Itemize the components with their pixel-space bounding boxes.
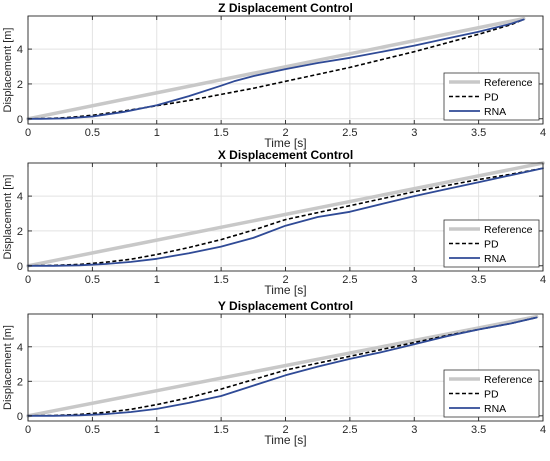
series-line-rna bbox=[27, 18, 525, 120]
x-tick-label: 2 bbox=[282, 127, 288, 139]
x-tick-label: 3.5 bbox=[471, 424, 486, 436]
x-tick-label: 4 bbox=[540, 424, 546, 436]
x-tick-label: 2.5 bbox=[342, 127, 357, 139]
x-tick-label: 4 bbox=[540, 274, 546, 286]
y-tick-label: 4 bbox=[17, 44, 23, 56]
x-tick-label: 1.5 bbox=[213, 424, 228, 436]
legend-label-rna: RNA bbox=[484, 403, 506, 415]
x-tick-label: 0.5 bbox=[85, 274, 100, 286]
x-tick-label: 1 bbox=[154, 127, 160, 139]
chart-panel: 0 0.5 1 1.5 2 2.5 3 3.5 4 0 2 4 Y Displacement Contr… bbox=[2, 299, 546, 447]
y-axis-label: Displacement [m] bbox=[2, 28, 14, 113]
series-line-rna bbox=[27, 316, 538, 417]
x-axis-label: Time [s] bbox=[264, 433, 306, 447]
y-axis-label: Displacement [m] bbox=[2, 325, 14, 410]
x-tick-label: 1.5 bbox=[213, 127, 228, 139]
x-tick-label: 3 bbox=[411, 127, 417, 139]
series-line-pd bbox=[27, 167, 544, 267]
x-tick-label: 2 bbox=[282, 274, 288, 286]
legend-label-rna: RNA bbox=[484, 253, 506, 265]
legend-label-reference: Reference bbox=[484, 224, 533, 236]
legend-label-reference: Reference bbox=[484, 374, 533, 386]
y-tick-label: 0 bbox=[17, 411, 23, 423]
chart-panel: 0 0.5 1 1.5 2 2.5 3 3.5 4 0 2 4 X Displacement Contr… bbox=[2, 148, 546, 297]
series-line-rna bbox=[27, 167, 544, 267]
x-tick-label: 3.5 bbox=[471, 274, 486, 286]
x-tick-label: 0 bbox=[25, 127, 31, 139]
y-tick-label: 2 bbox=[17, 376, 23, 388]
y-tick-label: 4 bbox=[17, 342, 23, 354]
legend: Reference PD RNA bbox=[443, 72, 540, 121]
chart-title: Z Displacement Control bbox=[218, 1, 353, 15]
chart-panel: 0 0.5 1 1.5 2 2.5 3 3.5 4 0 2 4 Z Displacement Contr… bbox=[2, 1, 546, 150]
x-tick-label: 0 bbox=[25, 424, 31, 436]
x-tick-label: 1 bbox=[154, 424, 160, 436]
x-tick-label: 3 bbox=[411, 424, 417, 436]
x-tick-label: 2.5 bbox=[342, 274, 357, 286]
x-axis-label: Time [s] bbox=[264, 283, 306, 297]
series-line-reference bbox=[26, 16, 526, 121]
legend-label-pd: PD bbox=[484, 239, 499, 251]
legend-label-pd: PD bbox=[484, 389, 499, 401]
series-line-reference bbox=[26, 161, 545, 268]
x-tick-label: 0.5 bbox=[85, 424, 100, 436]
chart-title: X Displacement Control bbox=[218, 148, 353, 162]
legend-label-reference: Reference bbox=[484, 77, 533, 89]
x-tick-label: 4 bbox=[540, 127, 546, 139]
x-tick-label: 1.5 bbox=[213, 274, 228, 286]
legend-label-rna: RNA bbox=[484, 106, 506, 118]
x-tick-label: 2.5 bbox=[342, 424, 357, 436]
x-tick-label: 3.5 bbox=[471, 127, 486, 139]
chart-title: Y Displacement Control bbox=[218, 299, 353, 313]
x-tick-label: 2 bbox=[282, 424, 288, 436]
x-tick-label: 3 bbox=[411, 274, 417, 286]
y-tick-label: 2 bbox=[17, 79, 23, 91]
x-tick-label: 1 bbox=[154, 274, 160, 286]
series-line-pd bbox=[27, 18, 524, 120]
x-tick-label: 0.5 bbox=[85, 127, 100, 139]
x-tick-label: 0 bbox=[25, 274, 31, 286]
legend: Reference PD RNA bbox=[443, 369, 540, 418]
legend-label-pd: PD bbox=[484, 92, 499, 104]
legend: Reference PD RNA bbox=[443, 219, 540, 268]
series-line-reference bbox=[26, 314, 539, 418]
y-axis-label: Displacement [m] bbox=[2, 175, 14, 260]
y-tick-label: 0 bbox=[17, 114, 23, 126]
y-tick-label: 4 bbox=[17, 191, 23, 203]
y-tick-label: 2 bbox=[17, 226, 23, 238]
y-tick-label: 0 bbox=[17, 261, 23, 273]
x-axis-label: Time [s] bbox=[264, 136, 306, 150]
